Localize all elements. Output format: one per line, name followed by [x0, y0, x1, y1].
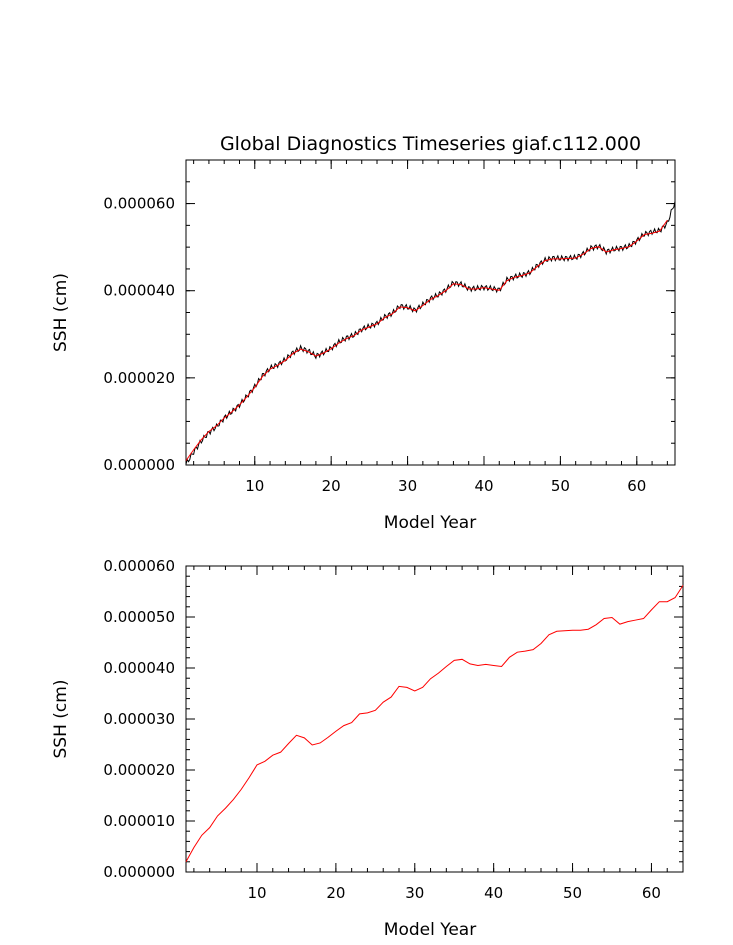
- bottom-y-tick-label: 0.000010: [103, 812, 175, 830]
- bottom-x-tick-label: 30: [405, 884, 424, 902]
- top-series-red-line: [185, 219, 668, 461]
- top-x-axis-label: Model Year: [384, 513, 476, 533]
- bottom-panel: 10 20 30 40 50 60 0.000000 0.000010 0.000020 0.00…: [51, 557, 684, 940]
- top-y-tick-label: 0.000000: [103, 456, 175, 474]
- bottom-y-tick-label: 0.000020: [103, 761, 175, 779]
- bottom-y-tick-label: 0.000050: [103, 608, 175, 626]
- top-x-tick-label: 30: [398, 477, 417, 495]
- top-chart-title: Global Diagnostics Timeseries giaf.c112.…: [220, 133, 641, 155]
- bottom-y-tick-label: 0.000040: [103, 659, 175, 677]
- bottom-y-tick-label: 0.000060: [103, 557, 175, 575]
- top-plot-frame: [185, 159, 676, 466]
- top-x-tick-label: 20: [322, 477, 341, 495]
- bottom-y-tick-label: 0.000000: [103, 863, 175, 881]
- top-x-tick-label: 60: [627, 477, 646, 495]
- top-panel: 10 20 30 40 50 60 0.000000 0.000020 0.000040 0.00…: [51, 133, 676, 533]
- bottom-x-tick-label: 60: [642, 884, 661, 902]
- bottom-x-tick-label: 20: [326, 884, 345, 902]
- top-x-tick-label: 40: [474, 477, 493, 495]
- top-y-tick-label: 0.000060: [103, 195, 175, 213]
- bottom-plot-frame: [185, 565, 684, 873]
- bottom-x-axis-label: Model Year: [384, 920, 476, 940]
- bottom-x-tick-label: 50: [563, 884, 582, 902]
- top-x-tick-label: 10: [245, 477, 264, 495]
- bottom-x-tick-label: 10: [247, 884, 266, 902]
- bottom-y-axis-label: SSH (cm): [51, 680, 71, 759]
- top-y-axis-label: SSH (cm): [51, 273, 71, 352]
- top-series-black-line: [185, 201, 676, 465]
- top-x-tick-label: 50: [551, 477, 570, 495]
- bottom-series-red-line: [185, 585, 684, 863]
- bottom-x-tick-label: 40: [484, 884, 503, 902]
- bottom-y-tick-label: 0.000030: [103, 710, 175, 728]
- top-y-tick-label: 0.000040: [103, 282, 175, 300]
- top-y-tick-label: 0.000020: [103, 369, 175, 387]
